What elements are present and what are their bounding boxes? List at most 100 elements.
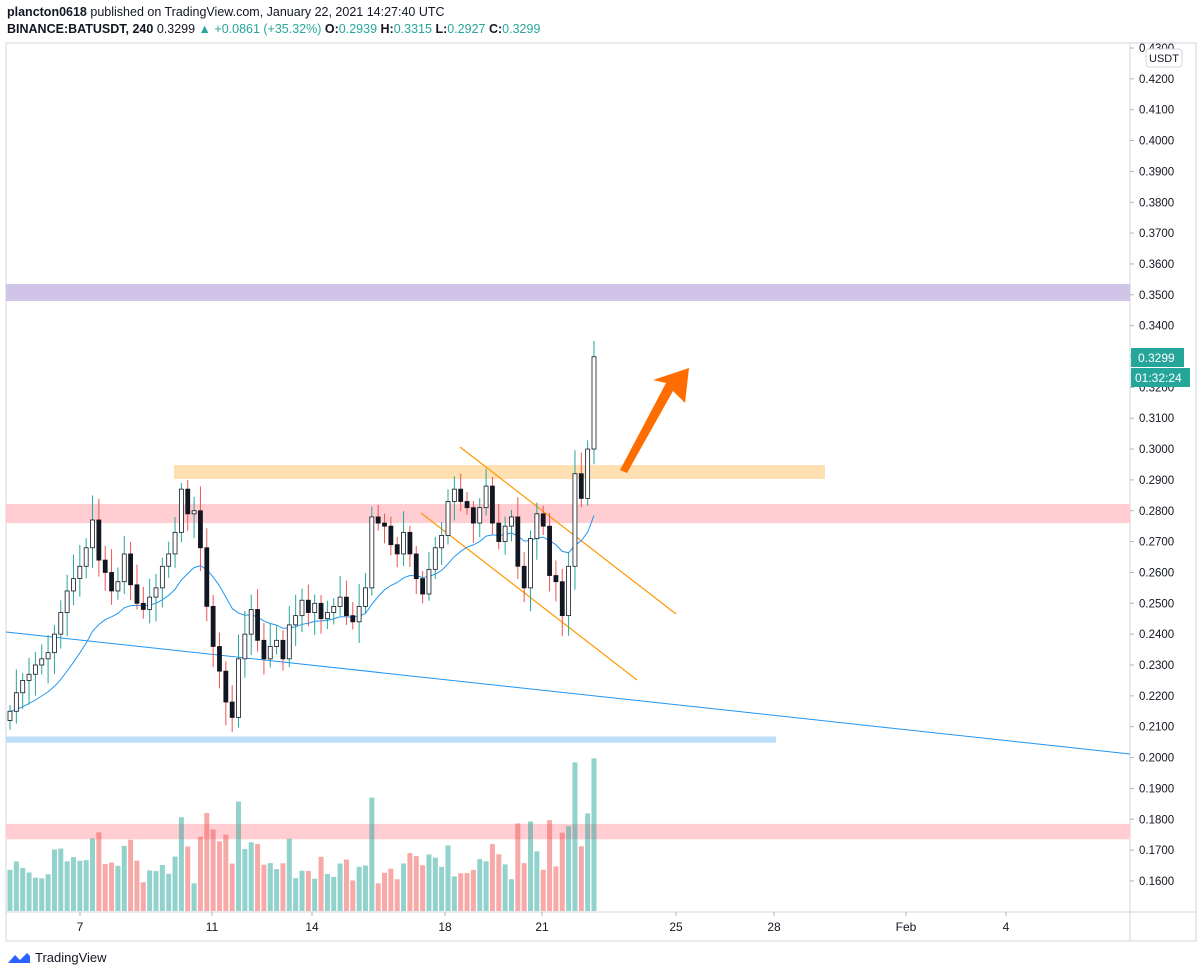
candle-body[interactable]: [591, 356, 597, 450]
candle-body[interactable]: [578, 473, 584, 499]
candle-body[interactable]: [407, 531, 413, 555]
footer-brand[interactable]: TradingView: [7, 950, 107, 965]
candle-body[interactable]: [255, 609, 260, 641]
channel-lower-line[interactable]: [420, 512, 638, 681]
candle-body[interactable]: [477, 507, 483, 524]
candle-body[interactable]: [229, 701, 235, 718]
candle-body[interactable]: [483, 485, 489, 509]
breakout-arrow-icon[interactable]: [620, 368, 689, 473]
zone-purple-resistance[interactable]: [6, 284, 1130, 301]
candle-body[interactable]: [432, 547, 438, 570]
candle-body[interactable]: [223, 670, 229, 703]
candle-body[interactable]: [159, 565, 165, 589]
candle-body[interactable]: [344, 596, 349, 617]
candle-body[interactable]: [401, 531, 406, 555]
candle-body[interactable]: [102, 559, 108, 573]
candle-body[interactable]: [20, 680, 26, 694]
candle-body[interactable]: [178, 488, 184, 533]
candle-body[interactable]: [439, 535, 445, 549]
candle-body[interactable]: [540, 513, 546, 527]
candle-body[interactable]: [356, 605, 362, 623]
candle-body[interactable]: [547, 525, 552, 576]
candle-body[interactable]: [32, 664, 38, 675]
time-axis[interactable]: 7 11 14 18 21 25 28 Feb 4: [77, 912, 1010, 934]
candle-body[interactable]: [369, 516, 375, 589]
zone-blue-support[interactable]: [6, 736, 776, 743]
candle-body[interactable]: [331, 605, 337, 613]
candle-body[interactable]: [458, 488, 464, 502]
candle-body[interactable]: [26, 673, 32, 681]
candle-body[interactable]: [324, 612, 330, 620]
candle-body[interactable]: [470, 507, 476, 524]
candle-body[interactable]: [261, 639, 267, 660]
symbol-name[interactable]: BINANCE:BATUSDT, 240: [7, 22, 154, 36]
candle-body[interactable]: [572, 473, 578, 567]
candle-body[interactable]: [172, 531, 178, 555]
candle-body[interactable]: [90, 519, 95, 549]
candle-body[interactable]: [534, 513, 540, 539]
candle-body[interactable]: [52, 633, 57, 654]
candle-body[interactable]: [13, 692, 19, 712]
candle-body[interactable]: [96, 519, 102, 561]
candle-body[interactable]: [426, 568, 432, 595]
candle-body[interactable]: [280, 639, 286, 660]
candle-body[interactable]: [413, 553, 419, 580]
candle-body[interactable]: [147, 596, 153, 610]
candle-body[interactable]: [64, 590, 70, 613]
candle-body[interactable]: [312, 602, 318, 613]
candle-body[interactable]: [210, 605, 216, 647]
candle-body[interactable]: [58, 612, 64, 635]
candle-body[interactable]: [496, 522, 502, 543]
candle-body[interactable]: [375, 516, 381, 524]
candle-body[interactable]: [198, 510, 203, 549]
candle-body[interactable]: [191, 510, 197, 515]
candle-body[interactable]: [363, 587, 368, 607]
candle-body[interactable]: [553, 575, 559, 583]
candle-body[interactable]: [451, 488, 457, 502]
candle-body[interactable]: [382, 522, 387, 527]
candle-body[interactable]: [299, 599, 305, 617]
candle-body[interactable]: [83, 547, 89, 567]
candle-body[interactable]: [140, 602, 146, 610]
candle-body[interactable]: [121, 553, 127, 583]
candle-body[interactable]: [515, 516, 521, 567]
candle-body[interactable]: [305, 599, 311, 613]
candle-body[interactable]: [109, 572, 114, 592]
candle-body[interactable]: [337, 596, 343, 607]
candle-body[interactable]: [115, 581, 121, 592]
candle-body[interactable]: [490, 485, 495, 524]
currency-badge[interactable]: USDT: [1145, 48, 1183, 68]
candle-body[interactable]: [267, 646, 273, 660]
candle-body[interactable]: [521, 565, 527, 589]
candle-body[interactable]: [153, 587, 159, 598]
candle-body[interactable]: [236, 658, 241, 718]
channel-upper-line[interactable]: [459, 446, 677, 615]
candle-body[interactable]: [128, 553, 134, 586]
candle-body[interactable]: [502, 525, 508, 542]
zone-red-zone-upper[interactable]: [6, 503, 1130, 524]
candle-body[interactable]: [350, 615, 356, 623]
publisher-name[interactable]: plancton0618: [7, 5, 87, 19]
candle-body[interactable]: [585, 448, 591, 499]
candle-body[interactable]: [445, 501, 451, 536]
candle-body[interactable]: [77, 565, 83, 580]
candle-body[interactable]: [71, 578, 76, 592]
candle-body[interactable]: [274, 639, 280, 647]
candle-body[interactable]: [185, 488, 191, 515]
candle-body[interactable]: [39, 658, 45, 666]
candle-body[interactable]: [204, 547, 210, 607]
candle-body[interactable]: [388, 525, 394, 546]
candle-body[interactable]: [134, 584, 140, 604]
candle-body[interactable]: [318, 602, 324, 620]
candle-body[interactable]: [7, 710, 13, 721]
candle-body[interactable]: [464, 501, 470, 509]
candle-body[interactable]: [166, 553, 172, 567]
zone-orange-zone[interactable]: [174, 465, 825, 479]
candle-body[interactable]: [528, 538, 533, 589]
candle-body[interactable]: [509, 516, 514, 527]
candle-body[interactable]: [559, 581, 565, 617]
candle-body[interactable]: [286, 624, 292, 660]
candle-body[interactable]: [394, 544, 400, 555]
candle-body[interactable]: [293, 615, 299, 626]
